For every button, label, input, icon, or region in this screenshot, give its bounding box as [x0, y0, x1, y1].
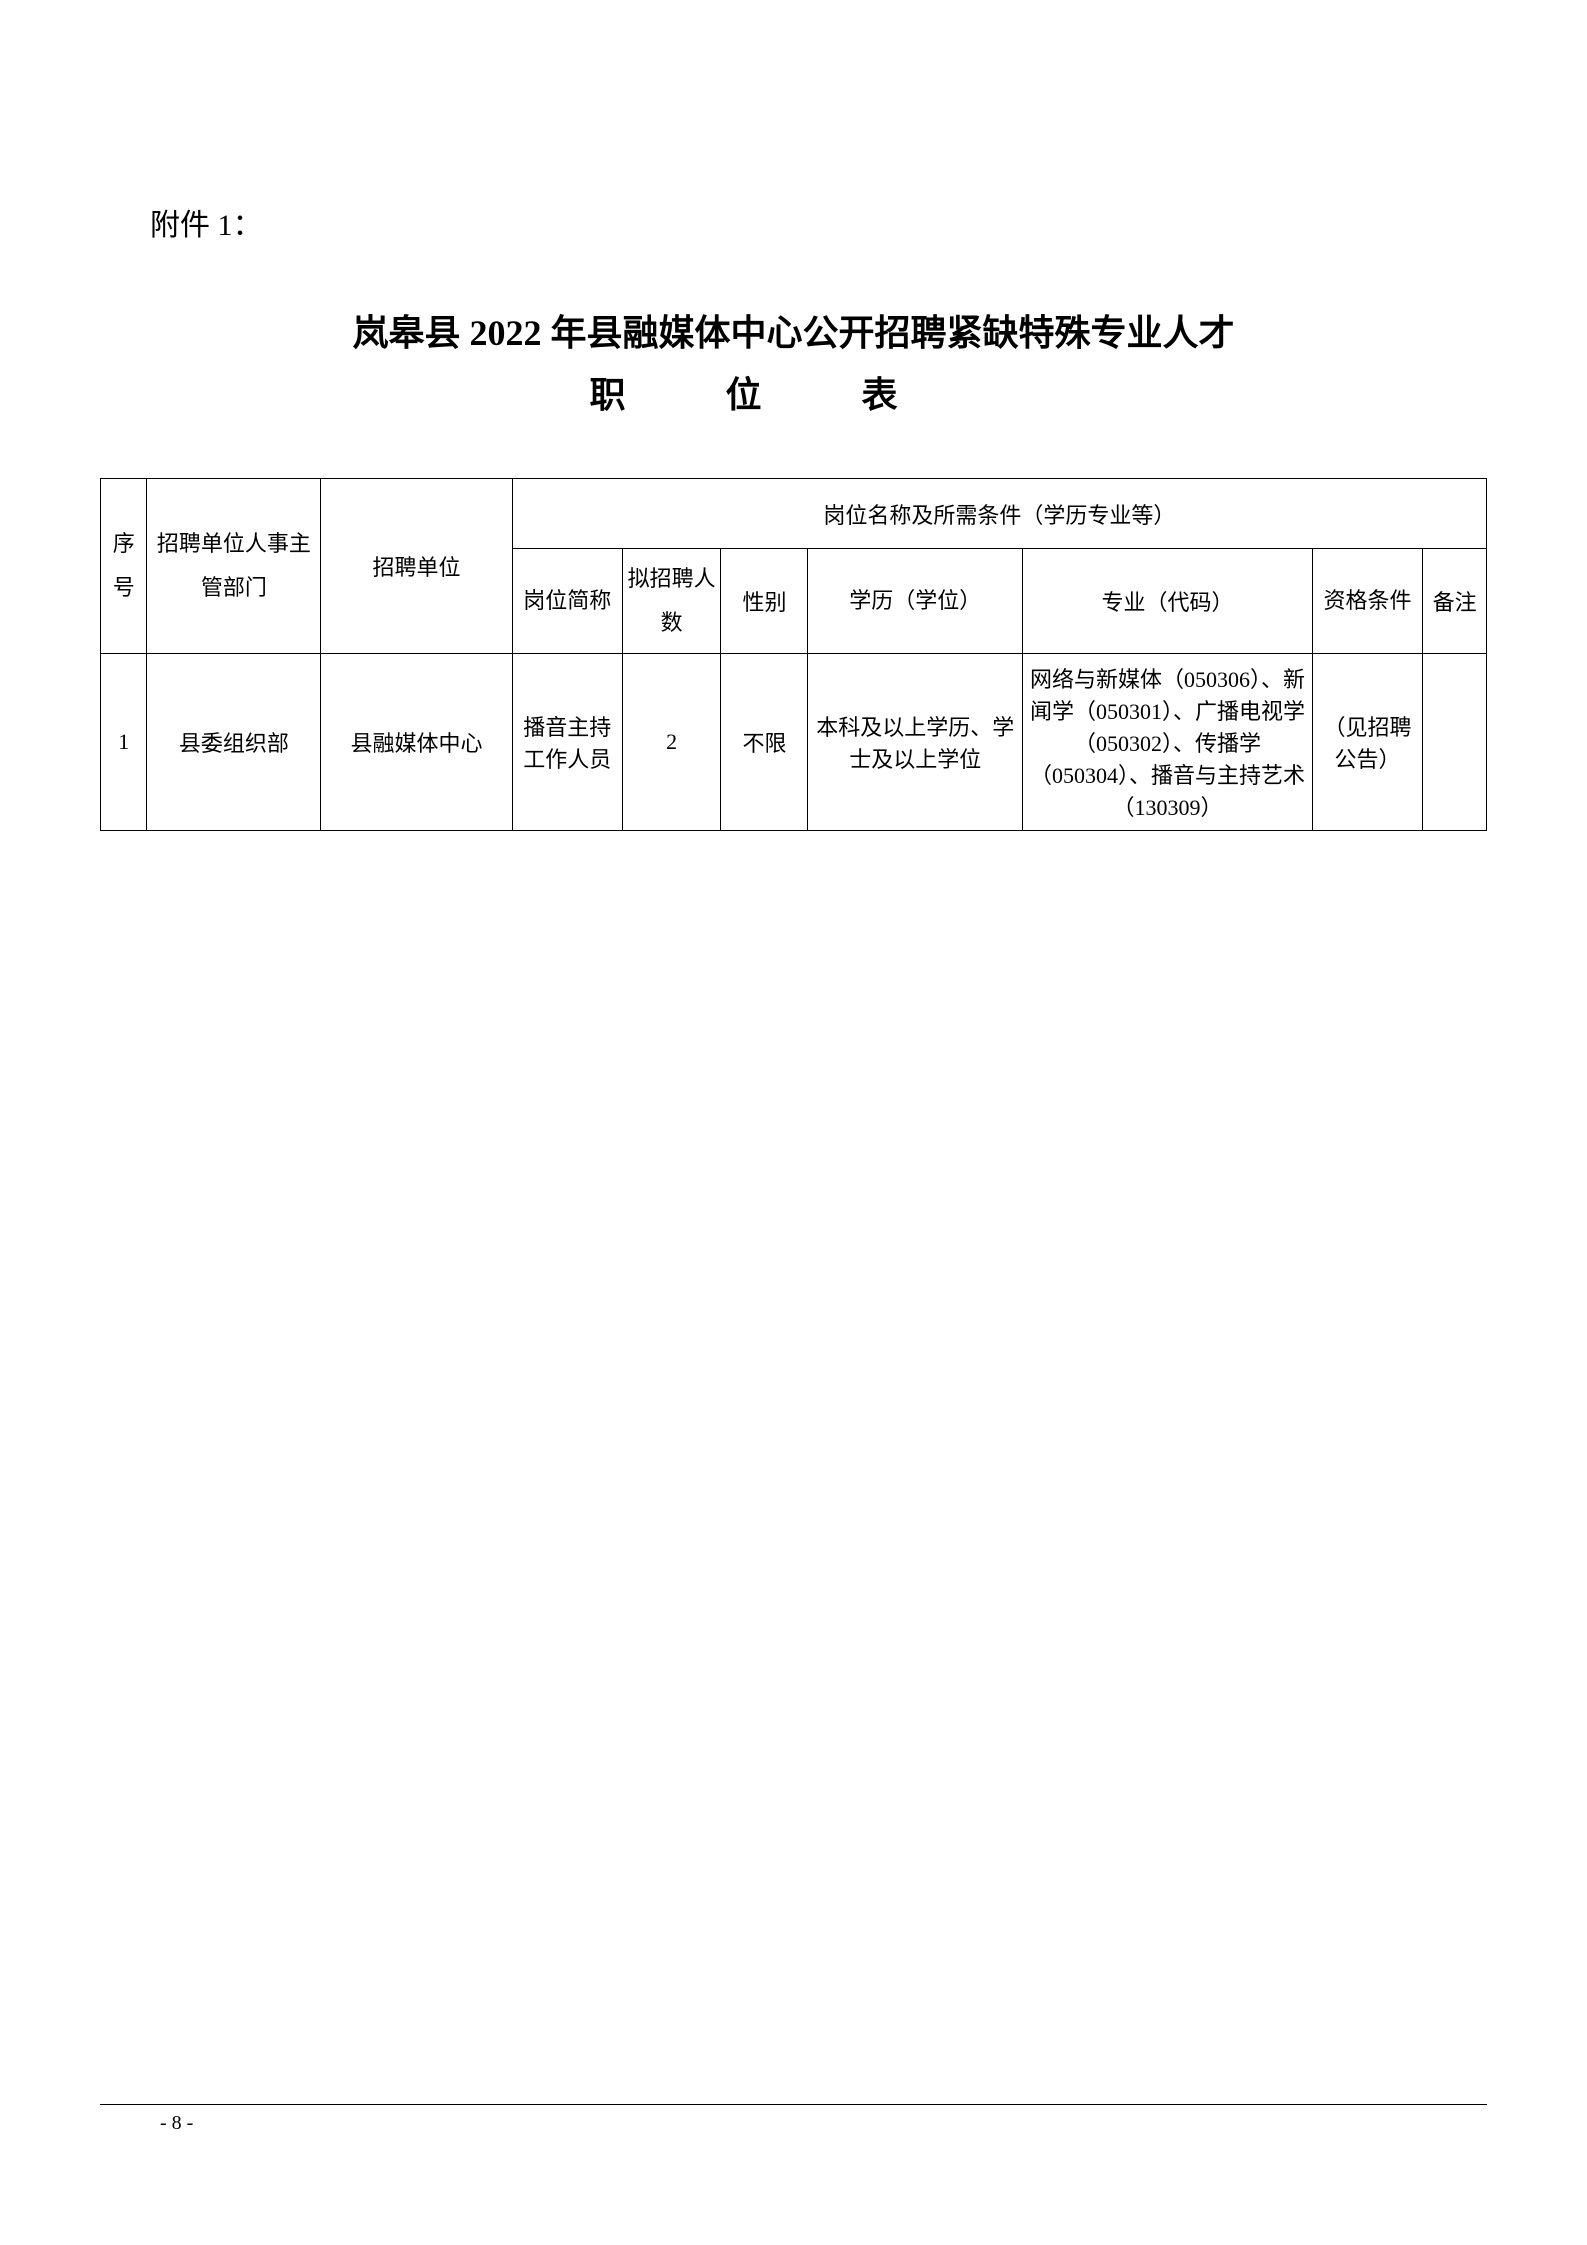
attachment-label: 附件 1： — [150, 200, 1487, 244]
document-title-line2: 职位表 — [100, 366, 1487, 418]
header-position: 岗位简称 — [512, 549, 622, 654]
cell-gender: 不限 — [721, 654, 808, 831]
table-header-row-1: 序号 招聘单位人事主管部门 招聘单位 岗位名称及所需条件（学历专业等） — [101, 479, 1487, 549]
page-divider — [100, 2104, 1487, 2105]
header-qualification: 资格条件 — [1312, 549, 1422, 654]
header-major: 专业（代码） — [1023, 549, 1313, 654]
header-unit: 招聘单位 — [321, 479, 512, 654]
position-table: 序号 招聘单位人事主管部门 招聘单位 岗位名称及所需条件（学历专业等） 岗位简称… — [100, 478, 1487, 831]
cell-unit: 县融媒体中心 — [321, 654, 512, 831]
cell-count: 2 — [622, 654, 721, 831]
header-dept: 招聘单位人事主管部门 — [147, 479, 321, 654]
header-remark: 备注 — [1423, 549, 1487, 654]
header-group: 岗位名称及所需条件（学历专业等） — [512, 479, 1486, 549]
table-row: 1 县委组织部 县融媒体中心 播音主持工作人员 2 不限 本科及以上学历、学士及… — [101, 654, 1487, 831]
page-number: - 8 - — [160, 2112, 193, 2135]
cell-education: 本科及以上学历、学士及以上学位 — [808, 654, 1023, 831]
cell-position: 播音主持工作人员 — [512, 654, 622, 831]
document-title-line1: 岚皋县 2022 年县融媒体中心公开招聘紧缺特殊专业人才 — [100, 304, 1487, 356]
header-education: 学历（学位） — [808, 549, 1023, 654]
cell-major: 网络与新媒体（050306）、新闻学（050301）、广播电视学（050302）… — [1023, 654, 1313, 831]
header-seq: 序号 — [101, 479, 147, 654]
cell-dept: 县委组织部 — [147, 654, 321, 831]
cell-qualification: （见招聘公告） — [1312, 654, 1422, 831]
header-count: 拟招聘人数 — [622, 549, 721, 654]
cell-remark — [1423, 654, 1487, 831]
cell-seq: 1 — [101, 654, 147, 831]
header-gender: 性别 — [721, 549, 808, 654]
